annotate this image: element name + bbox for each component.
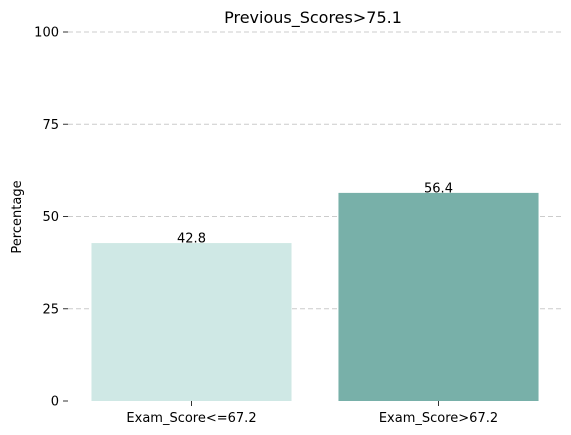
x-axis: Exam_Score<=67.2 Exam_Score>67.2 [126, 401, 498, 426]
bars [91, 192, 539, 401]
chart-title: Previous_Scores>75.1 [224, 8, 402, 28]
bar [338, 192, 539, 401]
x-tick-label: Exam_Score>67.2 [379, 411, 498, 426]
data-labels: 42.8 56.4 [177, 181, 453, 246]
bar-value-label: 42.8 [177, 232, 206, 247]
y-tick-label: 25 [42, 302, 59, 317]
y-tick-label: 0 [51, 395, 59, 410]
y-tick-label: 50 [42, 210, 59, 225]
y-tick-label: 75 [42, 118, 59, 133]
y-tick-label: 100 [34, 26, 59, 41]
bar-value-label: 56.4 [424, 181, 453, 196]
y-axis: 0 25 50 75 100 [34, 26, 68, 410]
bar [91, 243, 292, 401]
y-axis-title: Percentage [10, 180, 25, 253]
x-tick-label: Exam_Score<=67.2 [126, 411, 256, 426]
